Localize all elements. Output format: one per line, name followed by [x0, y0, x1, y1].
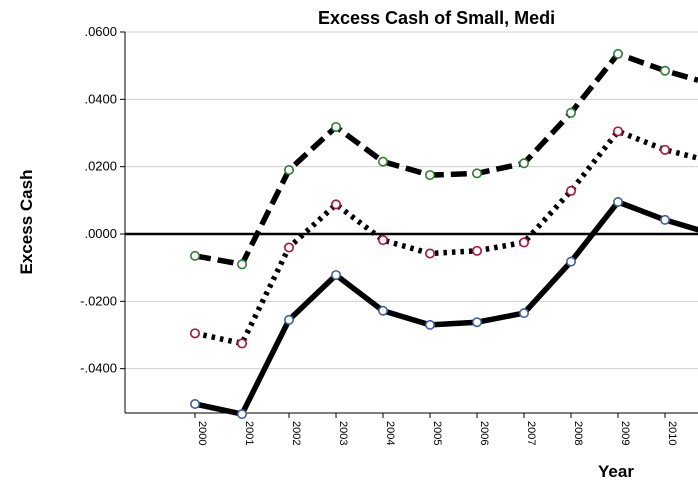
data-point: [659, 65, 670, 76]
data-point: [190, 399, 201, 410]
x-tick-label: 2005: [431, 421, 443, 445]
data-point: [283, 314, 294, 325]
series-line: [194, 51, 698, 268]
series-dashed: [190, 48, 698, 270]
data-point: [330, 121, 341, 132]
data-point: [237, 409, 248, 420]
data-point: [377, 156, 388, 167]
data-point: [612, 48, 623, 59]
x-axis-label: Year: [598, 462, 634, 481]
x-tick-label: 2001: [243, 421, 255, 445]
data-point: [471, 168, 482, 179]
data-point: [659, 214, 670, 225]
series-line: [192, 199, 698, 417]
y-tick-label: .0000: [84, 226, 117, 241]
data-point: [471, 317, 482, 328]
data-point: [237, 259, 248, 270]
data-point: [377, 305, 388, 316]
data-point: [283, 165, 294, 176]
data-point: [471, 245, 482, 256]
y-axis-label: Excess Cash: [17, 170, 36, 275]
series-solid: [190, 197, 698, 420]
data-point: [237, 338, 248, 349]
data-point: [612, 126, 623, 137]
data-point: [424, 319, 435, 330]
data-point: [659, 144, 670, 155]
data-point: [283, 242, 294, 253]
x-tick-label: 2008: [572, 421, 584, 445]
y-tick-labels: .0600 .0400 .0200 .0000 -.0200 -.0400: [80, 24, 125, 376]
data-point: [612, 197, 623, 208]
data-point: [565, 107, 576, 118]
y-tick-label: -.0200: [80, 293, 117, 308]
y-tick-label: .0400: [84, 91, 117, 106]
y-tick-label: -.0400: [80, 361, 117, 376]
x-tick-label: 2004: [384, 421, 396, 445]
data-point: [330, 199, 341, 210]
data-point: [518, 158, 529, 169]
y-tick-label: .0200: [84, 159, 117, 174]
data-point: [190, 328, 201, 339]
data-point: [330, 270, 341, 281]
data-point: [424, 170, 435, 181]
data-point: [518, 308, 529, 319]
data-point: [424, 248, 435, 259]
x-tick-label: 2007: [525, 421, 537, 445]
x-tick-label: 2010: [666, 421, 678, 445]
x-tick-label: 2002: [290, 421, 302, 445]
data-point: [565, 256, 576, 267]
series-dotted: [190, 126, 698, 349]
y-tick-label: .0600: [84, 24, 117, 39]
series-line: [194, 128, 698, 347]
data-point: [518, 237, 529, 248]
data-point: [190, 250, 201, 261]
x-tick-label: 2003: [337, 421, 349, 445]
data-point: [565, 185, 576, 196]
x-tick-label: 2009: [619, 421, 631, 445]
data-point: [377, 235, 388, 246]
x-tick-labels: 2000 2001 2002 2003 2004 2005 2006 2007 2008 2009…: [194, 413, 678, 445]
series-group: [190, 48, 698, 420]
chart-title: Excess Cash of Small, Medi: [318, 8, 555, 28]
x-tick-label: 2006: [478, 421, 490, 445]
x-tick-label: 2000: [196, 421, 208, 445]
